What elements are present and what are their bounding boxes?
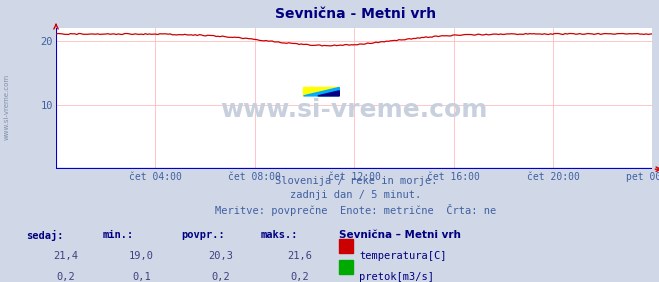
Text: min.:: min.: [102,230,133,240]
Text: temperatura[C]: temperatura[C] [359,251,447,261]
Text: povpr.:: povpr.: [181,230,225,240]
Text: Sevnična - Metni vrh: Sevnična - Metni vrh [275,7,436,21]
Text: www.si-vreme.com: www.si-vreme.com [221,98,488,122]
Text: 20,3: 20,3 [208,251,233,261]
Text: 0,2: 0,2 [212,272,230,282]
Text: maks.:: maks.: [260,230,298,240]
Polygon shape [304,87,339,96]
Text: Slovenija / reke in morje.: Slovenija / reke in morje. [275,176,437,186]
Text: www.si-vreme.com: www.si-vreme.com [3,74,10,140]
Text: 0,2: 0,2 [57,272,75,282]
Text: zadnji dan / 5 minut.: zadnji dan / 5 minut. [290,190,422,200]
Text: Sevnična – Metni vrh: Sevnična – Metni vrh [339,230,461,240]
Text: pretok[m3/s]: pretok[m3/s] [359,272,434,282]
Text: sedaj:: sedaj: [26,230,64,241]
Text: 21,4: 21,4 [53,251,78,261]
Text: 19,0: 19,0 [129,251,154,261]
Text: 21,6: 21,6 [287,251,312,261]
Polygon shape [304,87,339,96]
Polygon shape [318,91,339,96]
Text: 0,1: 0,1 [132,272,151,282]
Text: Meritve: povprečne  Enote: metrične  Črta: ne: Meritve: povprečne Enote: metrične Črta:… [215,204,496,217]
Text: 0,2: 0,2 [291,272,309,282]
